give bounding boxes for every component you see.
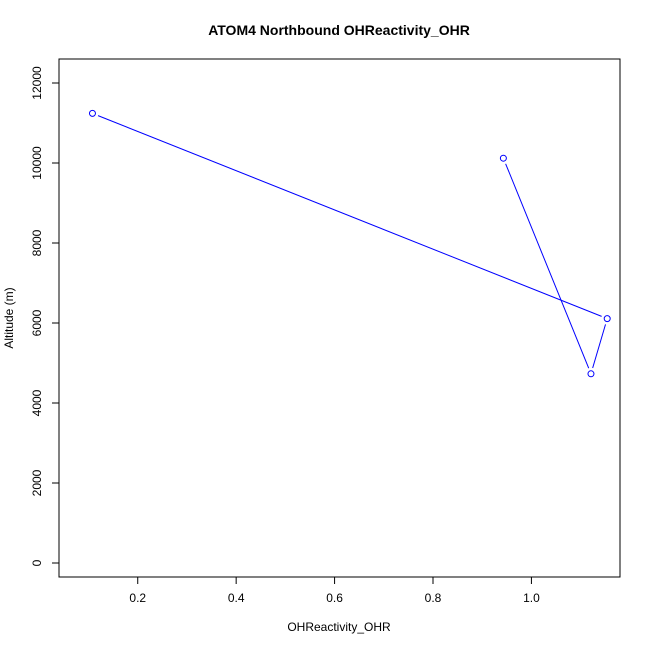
series-layer bbox=[88, 109, 611, 378]
data-point bbox=[88, 109, 96, 117]
data-point bbox=[587, 370, 595, 378]
y-tick-label: 10000 bbox=[30, 146, 44, 180]
x-axis-label: OHReactivity_OHR bbox=[287, 620, 391, 634]
y-tick-label: 8000 bbox=[30, 229, 44, 256]
x-tick-label: 0.4 bbox=[228, 591, 245, 605]
y-tick-label: 6000 bbox=[30, 309, 44, 336]
y-tick-label: 12000 bbox=[30, 66, 44, 100]
x-tick-label: 0.2 bbox=[129, 591, 146, 605]
x-tick-label: 1.0 bbox=[523, 591, 540, 605]
data-point bbox=[499, 154, 507, 162]
series-line-segment bbox=[592, 324, 606, 369]
y-tick-label: 2000 bbox=[30, 469, 44, 496]
series-line-segment bbox=[97, 115, 602, 317]
x-tick-label: 0.6 bbox=[326, 591, 343, 605]
plot-frame bbox=[58, 58, 621, 578]
x-tick-label: 0.8 bbox=[425, 591, 442, 605]
chart-title: ATOM4 Northbound OHReactivity_OHR bbox=[208, 22, 470, 38]
y-axis-label: Altitude (m) bbox=[2, 287, 16, 348]
x-axis: 0.2 0.4 0.6 0.8 1.0 bbox=[129, 576, 540, 605]
y-tick-label: 0 bbox=[30, 559, 44, 566]
y-axis: 0 2000 4000 6000 8000 10000 12000 bbox=[30, 66, 60, 566]
data-point bbox=[603, 315, 611, 323]
series-line-segment bbox=[505, 163, 590, 369]
y-tick-label: 4000 bbox=[30, 389, 44, 416]
